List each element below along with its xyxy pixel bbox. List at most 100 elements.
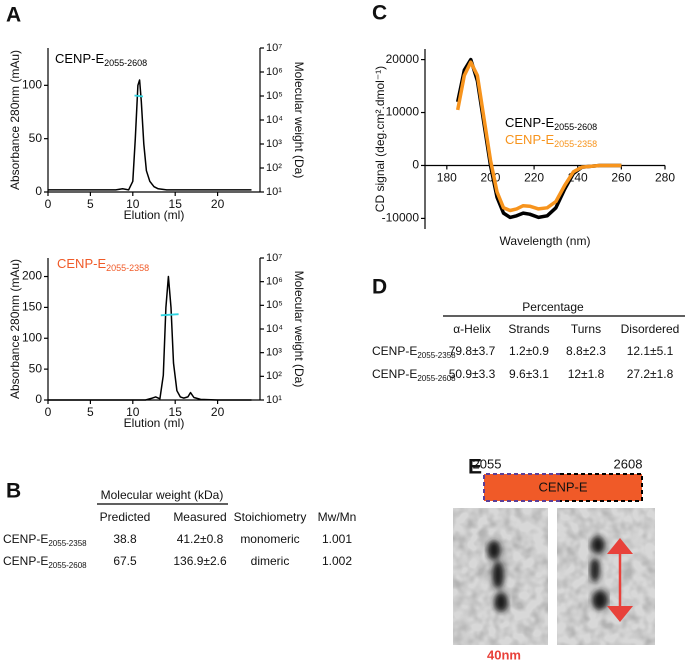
table-column-header: Turns	[571, 322, 601, 336]
table-row-label-main: CENP-E	[3, 554, 48, 568]
x-tick-label: 280	[655, 171, 675, 185]
y-tick-label: 0	[35, 392, 42, 406]
table-column-header: Strands	[508, 322, 549, 336]
table-row-label-sub: 2055-2608	[48, 561, 87, 570]
x-tick-label: 220	[524, 171, 544, 185]
legend-entry: CENP-E2055-2358	[505, 132, 597, 149]
table-column-header: α-Helix	[453, 322, 491, 336]
y2-tick-label: 10⁷	[266, 42, 282, 54]
legend-entry: CENP-E2055-2608	[505, 115, 597, 132]
x-tick-label: 15	[169, 405, 183, 419]
y2-tick-label: 10³	[266, 138, 282, 150]
chart-label-main: CENP-E	[57, 256, 106, 271]
data-line	[160, 313, 179, 317]
table-cell: 12±1.8	[568, 367, 605, 381]
table-cell: 1.2±0.9	[509, 344, 549, 358]
table-column-header: Predicted	[100, 510, 151, 524]
x-tick-label: 10	[126, 405, 140, 419]
y-tick-label: 0	[35, 184, 42, 198]
table-group-header: Percentage	[522, 300, 584, 314]
x-tick-label: 15	[169, 197, 183, 211]
table-cell: 79.8±3.7	[449, 344, 496, 358]
table-row-label: CENP-E2055-2358	[372, 344, 456, 360]
x-axis-label: Elution (ml)	[124, 416, 185, 430]
table-row-label-sub: 2055-2358	[417, 351, 456, 360]
table-cell: 38.8	[113, 532, 137, 546]
y-tick-label: 10000	[386, 105, 420, 119]
table-cell: 50.9±3.3	[449, 367, 496, 381]
y-tick-label: 100	[22, 330, 42, 344]
chart-label: CENP-E2055-2608	[55, 51, 147, 68]
y-tick-label: 20000	[386, 52, 420, 66]
y2-tick-label: 10²	[266, 370, 282, 382]
y2-tick-label: 10⁴	[266, 114, 283, 126]
legend-entry-main: CENP-E	[505, 132, 554, 147]
x-axis-label: Wavelength (nm)	[500, 234, 591, 248]
y2-axis-label: Molecular weight (Da)	[292, 271, 306, 388]
table-cell: 12.1±5.1	[627, 344, 674, 358]
x-tick-label: 180	[437, 171, 457, 185]
y2-tick-label: 10⁵	[266, 299, 283, 311]
y2-tick-label: 10²	[266, 162, 282, 174]
y2-tick-label: 10³	[266, 347, 282, 359]
x-tick-label: 10	[126, 197, 140, 211]
legend-entry-main: CENP-E	[505, 115, 554, 130]
table-row-label-sub: 2055-2608	[417, 374, 456, 383]
x-tick-label: 5	[87, 197, 94, 211]
data-line	[455, 60, 622, 213]
x-tick-label: 20	[211, 405, 225, 419]
table-cell: monomeric	[240, 532, 299, 546]
y2-tick-label: 10⁷	[266, 252, 282, 264]
panel-label: B	[6, 480, 21, 503]
y-tick-label: 50	[29, 361, 43, 375]
table-cell: 8.8±2.3	[566, 344, 606, 358]
table-column-header: Disordered	[621, 322, 680, 336]
chart-label-main: CENP-E	[55, 51, 104, 66]
table-row-label: CENP-E2055-2608	[3, 554, 87, 570]
table-cell: 67.5	[113, 554, 137, 568]
table-column-header: Mw/Mn	[318, 510, 357, 524]
y2-tick-label: 10¹	[266, 186, 282, 198]
y-tick-label: 50	[29, 131, 43, 145]
em-images	[453, 508, 655, 645]
y2-axis-label: Molecular weight (Da)	[292, 62, 306, 179]
scale-bar-label: 40nm	[487, 647, 521, 662]
data-line	[134, 94, 144, 98]
chart-label: CENP-E2055-2358	[57, 256, 149, 273]
y-axis-label: Absorbance 280nm (mAu)	[8, 259, 22, 399]
table-cell: 41.2±0.8	[177, 532, 224, 546]
panel-label: E	[468, 456, 482, 479]
table-cell: 1.002	[322, 554, 352, 568]
chart-label-sub: 2055-2608	[104, 58, 147, 68]
y2-tick-label: 10⁶	[266, 276, 283, 288]
residue-start: 2055	[473, 456, 502, 471]
chart-label-sub: 2055-2358	[106, 263, 149, 273]
y-tick-label: 100	[22, 78, 42, 92]
table-row-label-main: CENP-E	[372, 367, 417, 381]
x-tick-label: 260	[611, 171, 631, 185]
y2-tick-label: 10¹	[266, 394, 282, 406]
table-row-label-main: CENP-E	[3, 532, 48, 546]
table-row-label: CENP-E2055-2608	[372, 367, 456, 383]
domain-diagram	[483, 473, 643, 502]
domain-label: CENP-E	[538, 479, 587, 494]
y-tick-label: 200	[22, 269, 42, 283]
panel-label: A	[6, 4, 21, 27]
legend-entry-sub: 2055-2608	[554, 122, 597, 132]
table-cell: 136.9±2.6	[173, 554, 227, 568]
table-column-header: Stoichiometry	[234, 510, 307, 524]
table-group-header: Molecular weight (kDa)	[101, 488, 224, 502]
table-column-header: Measured	[173, 510, 226, 524]
table-cell: 27.2±1.8	[627, 367, 674, 381]
y2-tick-label: 10⁵	[266, 90, 283, 102]
panel-label: C	[372, 2, 387, 25]
x-axis-label: Elution (ml)	[124, 208, 185, 222]
legend-entry-sub: 2055-2358	[554, 139, 597, 149]
table-row-label-main: CENP-E	[372, 344, 417, 358]
y2-tick-label: 10⁶	[266, 66, 283, 78]
x-tick-label: 20	[211, 197, 225, 211]
residue-end: 2608	[614, 456, 643, 471]
table-row-label-sub: 2055-2358	[48, 539, 87, 548]
x-tick-label: 0	[45, 197, 52, 211]
